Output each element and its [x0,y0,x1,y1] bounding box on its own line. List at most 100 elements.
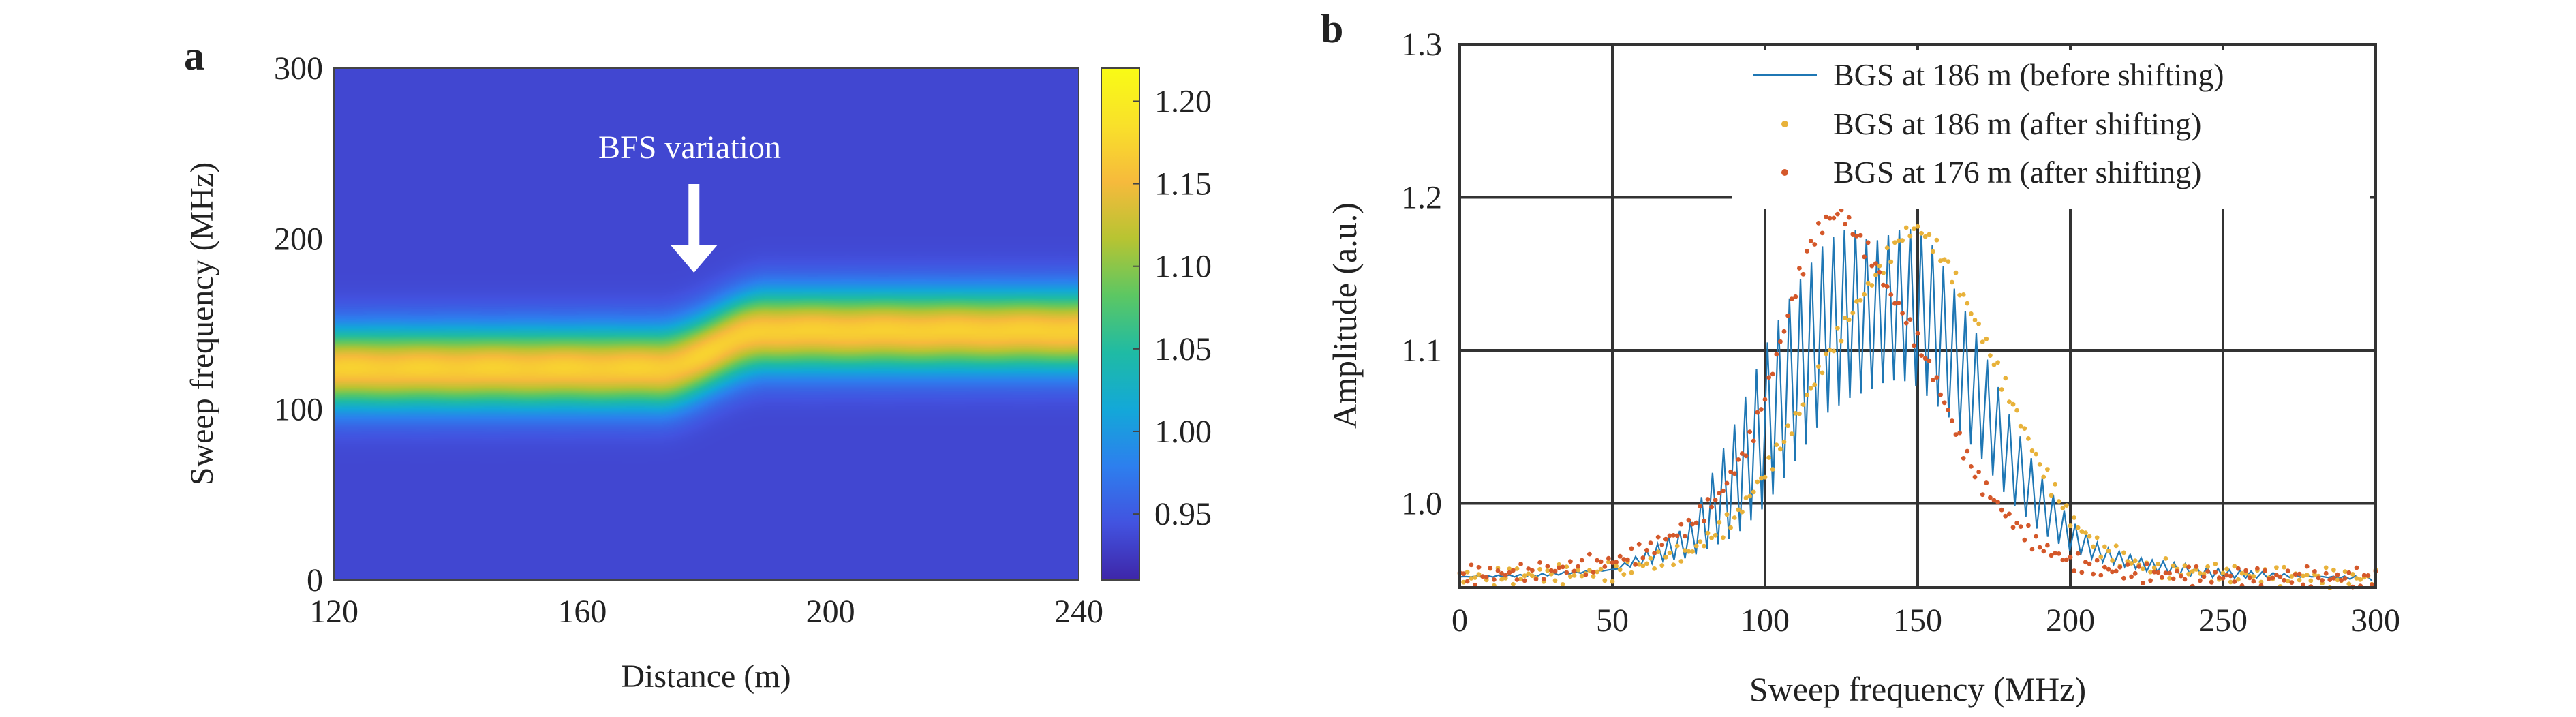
series-dot [1888,259,1894,264]
series-dot [2034,451,2039,457]
series-dot [2007,511,2012,517]
series-dot [1774,442,1779,447]
series-dot [1617,567,1623,573]
series-dot [1888,292,1894,297]
series-dot [1659,543,1665,547]
series-dot [1805,392,1810,397]
series-dot [1903,225,1909,230]
plot-b-y-tick-label: 1.1 [1401,333,1442,369]
series-dot [2190,569,2195,574]
series-dot [2026,436,2031,441]
plot-b-x-tick-label: 300 [2351,602,2400,639]
series-dot [1972,318,1978,322]
series-dot [2045,467,2050,472]
series-dot [1674,533,1680,538]
series-dot [1564,570,1569,575]
plot-b-x-axis-label: Sweep frequency (MHz) [1749,670,2086,708]
series-dot [2312,569,2317,574]
series-dot [2289,574,2295,579]
series-dot [1518,576,1524,581]
series-dot [2121,575,2126,581]
series-dot [1961,292,1966,297]
series-dot [1736,457,1741,462]
series-dot [2072,515,2077,520]
heatmap-y-axis-label: Sweep frequency (MHz) [184,162,220,485]
series-dot [2056,551,2061,556]
series-dot [1927,358,1932,363]
series-dot [1621,572,1627,577]
series-dot [2327,577,2333,582]
series-dot [1678,521,1684,527]
series-dot [1877,270,1882,275]
series-dot [2072,568,2077,573]
series-dot [1732,471,1737,476]
series-dot [1854,233,1859,239]
series-dot [1835,326,1840,331]
series-dot [1824,351,1829,356]
series-dot [1965,448,1970,454]
series-dot [1759,476,1764,481]
series-dot [2022,426,2027,431]
heatmap-frame [333,67,1079,581]
series-dot [1950,279,1954,285]
plot-b-series [1457,207,2378,590]
series-dot [2171,563,2176,568]
series-dot [1713,532,1718,538]
series-dot [1789,431,1794,436]
heatmap-y-tick-label: 200 [274,221,323,257]
series-dot [1560,564,1565,570]
series-dot [1762,397,1768,402]
series-dot [2282,564,2287,570]
series-dot [2365,573,2371,578]
series-dot [2037,462,2042,467]
series-dot [1751,438,1756,444]
series-dot [1915,224,1920,229]
series-dot [2217,575,2222,581]
heatmap-x-ticks: 120 160 200 240 [309,594,1103,630]
series-dot [2156,561,2161,566]
series-dot [1961,456,1966,461]
series-dot [1564,564,1569,569]
series-dot [2010,525,2016,530]
series-dot [1461,571,1467,577]
series-dot [1522,578,1527,583]
series-dot [1900,311,1905,316]
colorbar-tick-label: 1.20 [1154,83,1212,119]
series-dot [1713,498,1718,502]
series-dot [1762,474,1768,480]
series-dot [2186,571,2192,577]
series-dot [2022,537,2027,543]
series-dot [1728,525,1734,530]
series-dot [2263,568,2268,573]
series-dot [1484,575,1489,580]
series-dot [2331,567,2336,573]
plot-b-x-tick-label: 250 [2198,602,2248,639]
series-dot [1922,356,1928,361]
series-dot [1595,558,1600,563]
series-dot [2274,565,2279,570]
series-dot [2041,474,2046,480]
series-dot [2113,543,2119,549]
series-dot [1793,411,1798,416]
series-dot [1831,348,1837,354]
series-dot [2370,582,2374,588]
series-dot [1969,464,1974,469]
series-dot [2049,553,2054,558]
series-dot [1900,238,1905,243]
series-dot [1740,509,1745,515]
colorbar-tick-label: 1.00 [1154,414,1212,450]
panel-b-label: b [1321,6,1343,51]
series-dot [2148,578,2153,583]
series-dot [1858,298,1863,303]
series-dot [1473,582,1477,588]
series-dot [1846,215,1852,220]
series-dot [2182,577,2188,582]
series-dot [1820,370,1825,376]
series-dot [1850,232,1856,237]
series-dot [1614,560,1619,565]
series-dot [2125,559,2130,564]
plot-b-y-tick-label: 1.0 [1401,486,1442,522]
series-dot [1896,238,1901,243]
series-dot [2079,529,2085,534]
series-dot [1843,316,1848,320]
